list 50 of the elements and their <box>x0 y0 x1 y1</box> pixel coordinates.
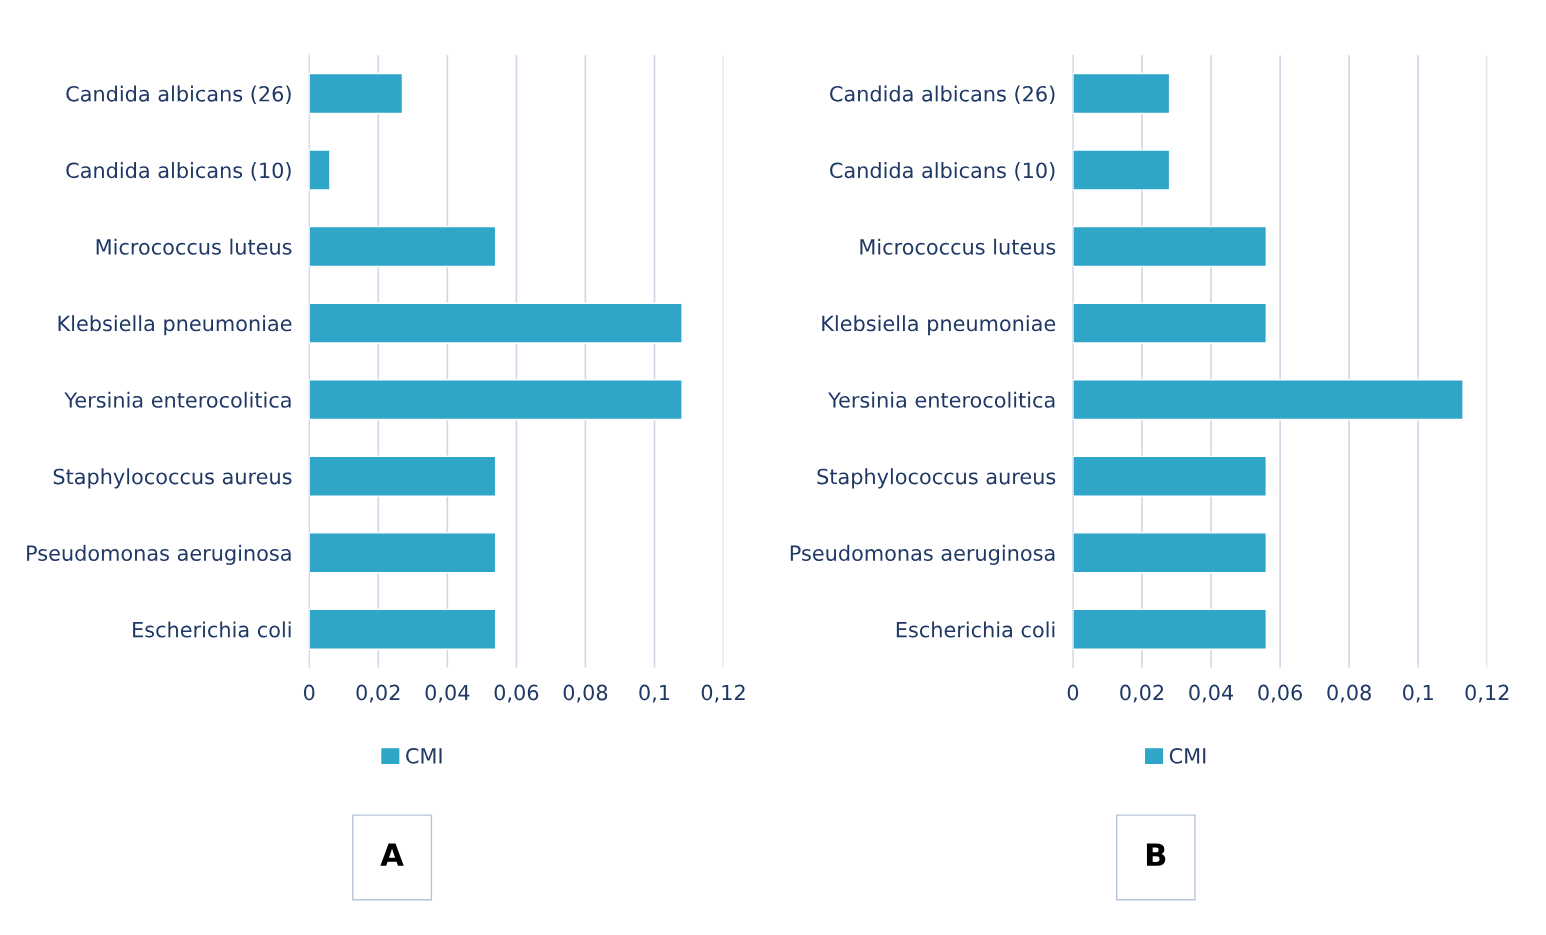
y-tick-label: Yersinia enterocolitica <box>64 391 291 408</box>
bar <box>309 608 497 650</box>
x-tick-label: 0,06 <box>494 684 539 703</box>
bar <box>309 455 497 497</box>
x-tick-label: 0,12 <box>1465 684 1509 703</box>
y-tick-label: Candida albicans (26) <box>66 85 291 105</box>
y-tick-label: Micrococcus luteus <box>860 238 1056 255</box>
x-tick-label: 0,02 <box>356 684 400 703</box>
legend-label: CMI <box>1169 747 1206 764</box>
bar <box>309 149 331 191</box>
y-tick-label: Pseudomonas aeruginosa <box>790 544 1055 566</box>
y-tick-label: Candida albicans (10) <box>66 162 291 181</box>
y-tick-label: Escherichia coli <box>896 621 1055 638</box>
bar <box>1072 455 1267 497</box>
text: B <box>1146 843 1166 866</box>
x-tick-label: 0,08 <box>1327 684 1371 703</box>
x-tick-label: 0,1 <box>1403 684 1433 703</box>
y-tick-label: Candida albicans (10) <box>830 162 1055 181</box>
x-tick-label: 0,06 <box>1258 684 1302 703</box>
y-tick-label: Candida albicans (26) <box>830 85 1055 105</box>
bar <box>1072 225 1267 268</box>
bar <box>1072 608 1267 650</box>
y-tick-label: Pseudomonas aeruginosa <box>27 544 291 566</box>
bar <box>309 72 404 115</box>
text: A <box>380 843 404 866</box>
y-tick-label: Staphylococcus aureus <box>817 468 1056 489</box>
legend-label: CMI <box>406 747 442 764</box>
y-tick-label: Escherichia coli <box>133 621 291 638</box>
y-tick-label: Staphylococcus aureus <box>53 468 292 489</box>
x-tick-label: 0,02 <box>1120 684 1164 703</box>
y-tick-label: Micrococcus luteus <box>96 238 292 255</box>
bar <box>1072 532 1267 574</box>
y-tick-label: Klebsiella pneumoniae <box>822 315 1056 336</box>
x-tick-label: 0,12 <box>701 684 745 703</box>
x-tick-label: 0,08 <box>563 684 608 703</box>
bar <box>1072 149 1171 191</box>
bar <box>309 225 497 268</box>
bar <box>1072 379 1464 421</box>
bar <box>309 532 497 574</box>
x-tick-label: 0 <box>303 684 315 701</box>
x-tick-label: 0 <box>1067 684 1079 701</box>
x-tick-label: 0,04 <box>1189 684 1234 703</box>
bar <box>309 302 683 344</box>
bar <box>1072 302 1267 344</box>
x-tick-label: 0,1 <box>639 684 670 703</box>
bar <box>309 379 683 421</box>
y-tick-label: Yersinia enterocolitica <box>828 391 1055 408</box>
x-tick-label: 0,04 <box>425 684 470 703</box>
bar <box>1072 72 1171 115</box>
y-tick-label: Klebsiella pneumoniae <box>58 315 292 336</box>
